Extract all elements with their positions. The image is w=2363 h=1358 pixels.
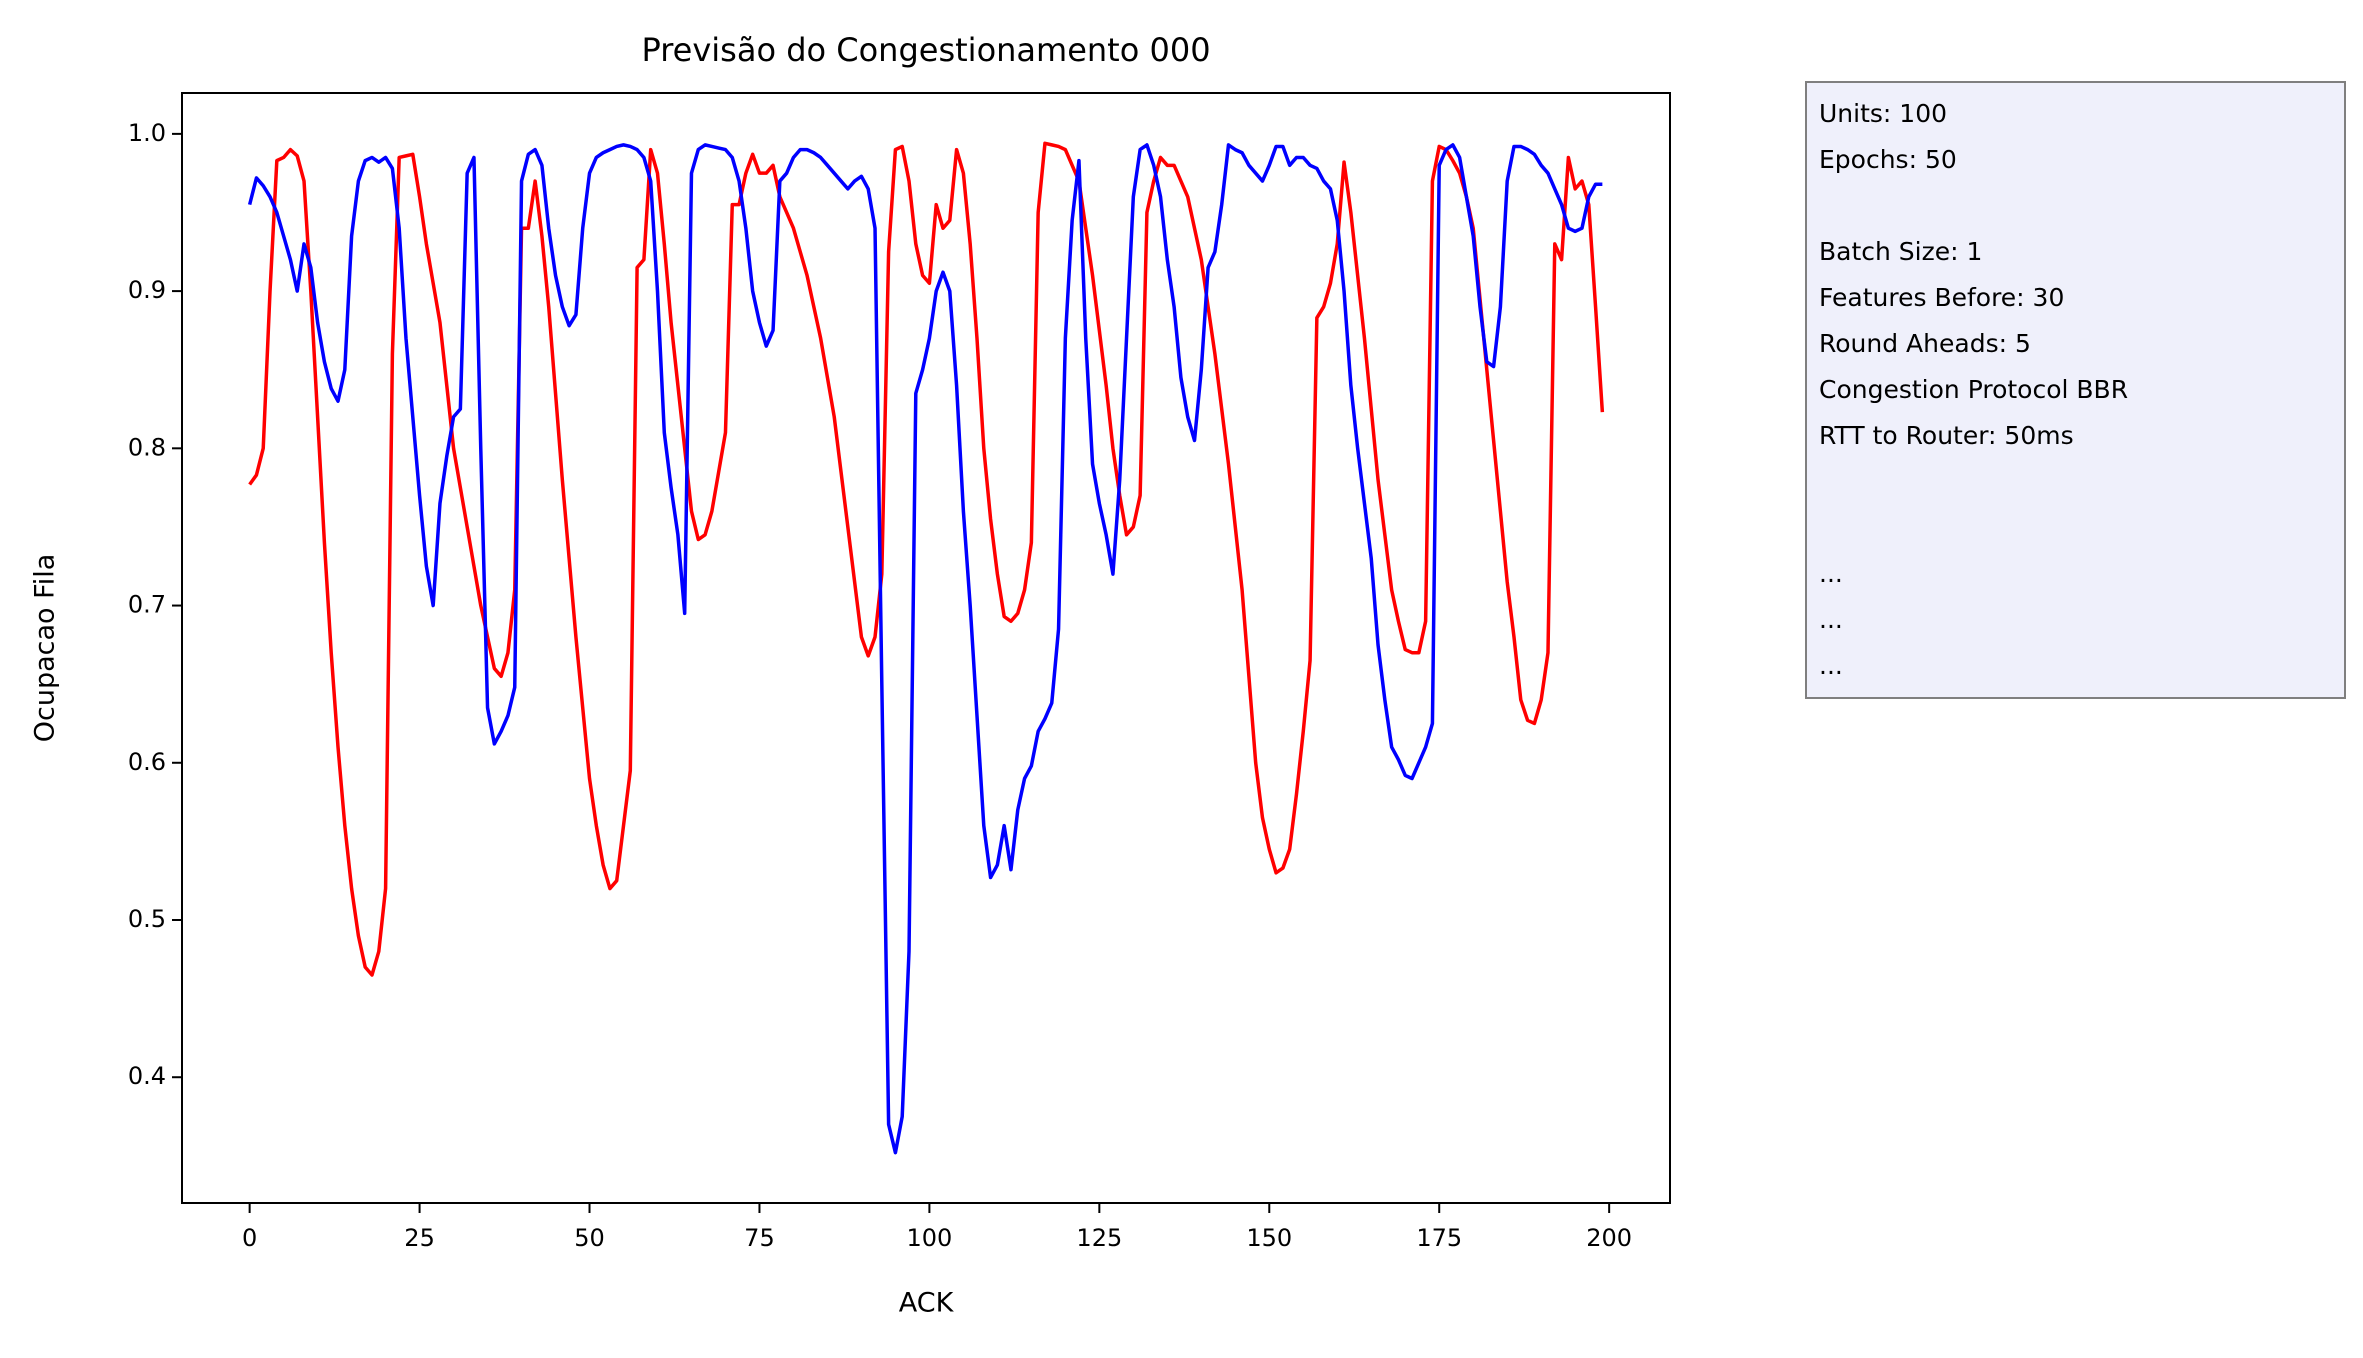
x-tick-label: 0 (242, 1224, 257, 1252)
info-line: Units: 100 (1819, 99, 1948, 128)
y-tick-label: 1.0 (128, 119, 166, 147)
y-tick-label: 0.5 (128, 905, 166, 933)
y-axis-label: Ocupacao Fila (30, 554, 61, 743)
info-line: Batch Size: 1 (1819, 237, 1983, 266)
x-tick-label: 200 (1586, 1224, 1632, 1252)
info-line: Features Before: 30 (1819, 283, 2065, 312)
x-tick-label: 150 (1246, 1224, 1292, 1252)
x-tick-label: 100 (906, 1224, 952, 1252)
info-line: Congestion Protocol BBR (1819, 375, 2129, 404)
info-line: Epochs: 50 (1819, 145, 1957, 174)
info-line: ... (1819, 651, 1843, 680)
info-line: ... (1819, 559, 1843, 588)
x-tick-label: 125 (1076, 1224, 1122, 1252)
y-tick-label: 0.8 (128, 433, 166, 461)
series-line (247, 143, 1603, 1155)
info-group: ......... (1819, 551, 2332, 689)
info-line: RTT to Router: 50ms (1819, 421, 2074, 450)
info-box: Units: 100 Epochs: 50 Batch Size: 1 Feature… (1805, 81, 2346, 699)
x-tick-label: 50 (574, 1224, 605, 1252)
info-group: Units: 100 Epochs: 50 (1819, 91, 2332, 183)
y-tick-label: 0.4 (128, 1062, 166, 1090)
chart-title: Previsão do Congestionamento 000 (641, 31, 1210, 69)
x-tick-label: 25 (404, 1224, 435, 1252)
x-tick-label: 75 (744, 1224, 775, 1252)
y-tick-label: 0.7 (128, 591, 166, 619)
info-line: Round Aheads: 5 (1819, 329, 2031, 358)
x-tick-label: 175 (1416, 1224, 1462, 1252)
info-group: Batch Size: 1 Features Before: 30 Round Ah… (1819, 229, 2332, 459)
series-line (248, 141, 1605, 977)
plot-frame (181, 92, 1671, 1204)
x-axis-label: ACK (899, 1288, 955, 1319)
y-tick-label: 0.6 (128, 748, 166, 776)
y-tick-label: 0.9 (128, 276, 166, 304)
info-line: ... (1819, 605, 1843, 634)
